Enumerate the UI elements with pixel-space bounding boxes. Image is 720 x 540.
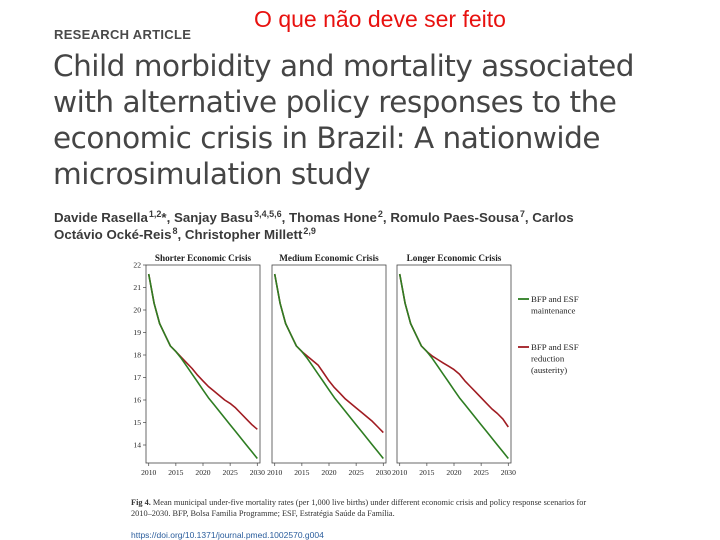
- legend-label: reduction: [531, 354, 565, 364]
- y-tick-label: 15: [133, 418, 141, 427]
- series-line-maintenance: [398, 273, 509, 460]
- series-line-reduction: [147, 273, 258, 430]
- author-name: Thomas Hone: [288, 210, 377, 225]
- x-tick-label: 2015: [168, 468, 183, 477]
- author-affiliation: 8: [172, 226, 178, 236]
- author-affiliation: 3,4,5,6: [254, 209, 282, 219]
- x-tick-label: 2030: [501, 468, 516, 477]
- figure-caption: Fig 4. Mean municipal under-five mortali…: [131, 497, 591, 519]
- author-name: Octávio Ocké-Reis: [54, 227, 172, 242]
- x-tick-label: 2030: [250, 468, 265, 477]
- y-tick-label: 20: [133, 306, 141, 315]
- x-tick-label: 2010: [267, 468, 282, 477]
- chart-legend: BFP and ESF maintenance BFP and ESF reducti…: [518, 294, 579, 375]
- x-tick-label: 2010: [392, 468, 407, 477]
- panel-frame: [396, 264, 512, 464]
- author-affiliation: 2,9: [303, 226, 316, 236]
- y-tick-label: 16: [133, 396, 141, 405]
- author-name: Christopher Millett: [184, 227, 303, 242]
- author-separator: *,: [161, 210, 174, 225]
- author-list: Davide Rasella1,2*, Sanjay Basu3,4,5,6, …: [54, 209, 614, 243]
- author-name: Romulo Paes-Sousa: [390, 210, 519, 225]
- legend-label: maintenance: [531, 306, 576, 316]
- chart-panel-2: Medium Economic Crisis 2010 2015 2020 2025 20…: [267, 253, 391, 477]
- author-line-1: Davide Rasella1,2*, Sanjay Basu3,4,5,6, …: [54, 209, 614, 226]
- author-separator: ,: [524, 210, 533, 225]
- author-line-2: Octávio Ocké-Reis8, Christopher Millett2…: [54, 226, 614, 243]
- panel-title: Longer Economic Crisis: [407, 253, 502, 263]
- author-affiliation: 1,2: [148, 209, 162, 219]
- y-tick-label: 19: [133, 328, 141, 337]
- panel-frame: [145, 264, 261, 464]
- panel-frame: [271, 264, 387, 464]
- x-tick-label: 2015: [419, 468, 434, 477]
- legend-label: BFP and ESF: [531, 294, 579, 304]
- chart-panel-3: Longer Economic Crisis 2010 2015 2020 2025 20…: [392, 253, 516, 477]
- y-tick-label: 17: [133, 373, 141, 382]
- y-tick-label: 22: [133, 261, 141, 270]
- paper-title: Child morbidity and mortality associated…: [53, 49, 634, 191]
- x-tick-label: 2030: [376, 468, 391, 477]
- series-line-maintenance: [147, 273, 258, 460]
- x-tick-label: 2020: [321, 468, 336, 477]
- article-type-label: RESEARCH ARTICLE: [54, 27, 192, 42]
- x-tick-label: 2020: [446, 468, 461, 477]
- series-line-reduction: [398, 273, 509, 428]
- y-tick-label: 14: [133, 441, 141, 450]
- x-tick-label: 2015: [294, 468, 309, 477]
- x-tick-label: 2025: [474, 468, 489, 477]
- x-tick-label: 2010: [141, 468, 156, 477]
- caption-text: Mean municipal under-five mortality rate…: [131, 498, 587, 518]
- author-affiliation: 7: [519, 209, 525, 219]
- legend-label: BFP and ESF: [531, 342, 579, 352]
- author-separator: ,: [281, 210, 289, 225]
- x-tick-label: 2020: [195, 468, 210, 477]
- series-line-reduction: [273, 273, 384, 434]
- series-line-maintenance: [273, 273, 384, 460]
- author-separator: ,: [382, 210, 391, 225]
- caption-label: Fig 4.: [131, 498, 151, 507]
- author-name: Davide Rasella: [54, 210, 148, 225]
- slide-title: O que não deve ser feito: [254, 6, 506, 32]
- panel-title: Shorter Economic Crisis: [155, 253, 252, 263]
- x-tick-label: 2025: [223, 468, 238, 477]
- author-affiliation: 2: [377, 209, 383, 219]
- doi-link[interactable]: https://doi.org/10.1371/journal.pmed.100…: [131, 530, 324, 540]
- y-tick-label: 21: [133, 283, 141, 292]
- author-name: Sanjay Basu: [173, 210, 254, 225]
- author-name: Carlos: [532, 210, 574, 225]
- y-tick-label: 18: [133, 351, 141, 360]
- author-separator: ,: [177, 227, 185, 242]
- legend-label: (austerity): [531, 365, 567, 375]
- panel-title: Medium Economic Crisis: [279, 253, 379, 263]
- x-tick-label: 2025: [349, 468, 364, 477]
